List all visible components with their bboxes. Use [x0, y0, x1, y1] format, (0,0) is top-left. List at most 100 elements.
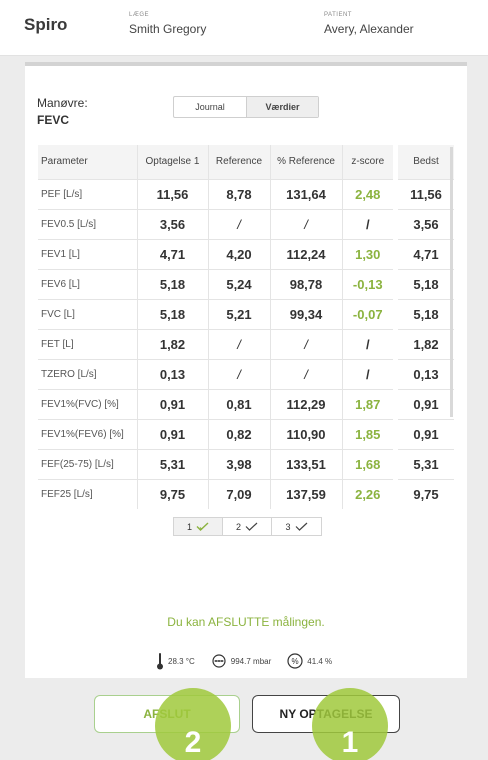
recording-cell: 0,13: [137, 358, 209, 389]
table-row: FEV1%(FVC) [%] 0,91 0,81 112,29 1,87: [38, 388, 393, 419]
svg-text:%: %: [292, 657, 299, 666]
table-row: FVC [L] 5,18 5,21 99,34 -0,07: [38, 298, 393, 329]
percent-cell: 112,24: [270, 238, 343, 269]
header-reference: Reference: [208, 145, 271, 179]
recording-cell: 0,91: [137, 388, 209, 419]
percent-cell: 131,64: [270, 178, 343, 209]
best-cell: 11,56: [398, 178, 454, 209]
z-score-cell: /: [342, 358, 393, 389]
recording-cell: 5,31: [137, 448, 209, 479]
environment-readings: 28.3 °C 994.7 mbar % 41.4 %: [156, 652, 332, 670]
parameter-cell: FVC [L]: [38, 298, 138, 329]
parameter-cell: TZERO [L/s]: [38, 358, 138, 389]
results-table: Parameter Optagelse 1 Reference % Refere…: [38, 145, 393, 509]
check-icon: [245, 522, 258, 531]
step-badge-new-recording: 1: [312, 688, 388, 760]
values-tab[interactable]: Værdier: [246, 97, 318, 117]
reference-cell: /: [208, 358, 271, 389]
reference-cell: 8,78: [208, 178, 271, 209]
page-number: 2: [235, 521, 241, 532]
journal-tab[interactable]: Journal: [195, 102, 225, 112]
page-number: 1: [186, 521, 192, 532]
patient-info: PATIENT Avery, Alexander: [324, 12, 414, 36]
z-score-cell: 2,48: [342, 178, 393, 209]
percent-cell: /: [270, 208, 343, 239]
z-score-cell: -0,13: [342, 268, 393, 299]
parameter-cell: FEF25 [L/s]: [38, 478, 138, 509]
best-cell: 5,18: [398, 268, 454, 299]
z-score-cell: 1,87: [342, 388, 393, 419]
recording-page-2[interactable]: 2: [223, 518, 272, 535]
recording-cell: 4,71: [137, 238, 209, 269]
maneuver-value: FEVC: [37, 113, 70, 127]
recording-page-3[interactable]: 3: [272, 518, 321, 535]
reference-cell: /: [208, 328, 271, 359]
header-z-score: z-score: [342, 145, 393, 179]
header-best: Bedst: [398, 145, 454, 179]
best-cell: 1,82: [398, 328, 454, 359]
doctor-name: Smith Gregory: [129, 22, 207, 36]
parameter-cell: FEV1%(FEV6) [%]: [38, 418, 138, 449]
header-recording: Optagelse 1: [137, 145, 209, 179]
table-row: FEV6 [L] 5,18 5,24 98,78 -0,13: [38, 268, 393, 299]
table-header-row: Parameter Optagelse 1 Reference % Refere…: [38, 145, 393, 179]
percent-cell: 137,59: [270, 478, 343, 509]
step-badge-finish: 2: [155, 688, 231, 760]
barometer-icon: [212, 654, 226, 668]
patient-name: Avery, Alexander: [324, 22, 414, 36]
best-values-table: Bedst 11,56 3,56 4,71 5,18 5,18 1,82 0,1…: [398, 145, 454, 509]
z-score-cell: /: [342, 328, 393, 359]
percent-cell: 133,51: [270, 448, 343, 479]
z-score-cell: 1,85: [342, 418, 393, 449]
table-row: FEV1 [L] 4,71 4,20 112,24 1,30: [38, 238, 393, 269]
reference-cell: 0,81: [208, 388, 271, 419]
page-number: 3: [285, 521, 291, 532]
reference-cell: 5,24: [208, 268, 271, 299]
table-row: FEF(25-75) [L/s] 5,31 3,98 133,51 1,68: [38, 448, 393, 479]
table-row: FET [L] 1,82 / / /: [38, 328, 393, 359]
parameter-cell: FEF(25-75) [L/s]: [38, 448, 138, 479]
recording-pager: 1 2 3: [173, 517, 322, 536]
table-row: FEF25 [L/s] 9,75 7,09 137,59 2,26: [38, 478, 393, 509]
reference-cell: 3,98: [208, 448, 271, 479]
table-row: PEF [L/s] 11,56 8,78 131,64 2,48: [38, 178, 393, 209]
percent-cell: 99,34: [270, 298, 343, 329]
app-header: Spiro LÆGE Smith Gregory PATIENT Avery, …: [0, 0, 488, 56]
check-icon: [295, 522, 307, 531]
parameter-cell: FEV1 [L]: [38, 238, 138, 269]
pressure-value: 994.7 mbar: [230, 656, 272, 666]
table-row: FEV1%(FEV6) [%] 0,91 0,82 110,90 1,85: [38, 418, 393, 449]
best-cell: 0,91: [398, 418, 454, 449]
header-percent-reference: % Reference: [270, 145, 343, 179]
parameter-cell: PEF [L/s]: [38, 178, 138, 209]
view-toggle: Journal Værdier: [173, 96, 319, 118]
table-scrollbar[interactable]: [450, 147, 453, 417]
doctor-caption: LÆGE: [129, 12, 150, 18]
thermometer-icon: [157, 653, 163, 670]
percent-cell: /: [270, 358, 343, 389]
recording-cell: 9,75: [137, 478, 209, 509]
results-card: Manøvre: FEVC Journal Værdier Parameter …: [25, 62, 467, 678]
finish-message: Du kan AFSLUTTE målingen.: [167, 615, 325, 629]
best-cell: 5,18: [398, 298, 454, 329]
z-score-cell: -0,07: [342, 298, 393, 329]
recording-cell: 11,56: [137, 178, 209, 209]
recording-cell: 5,18: [137, 298, 209, 329]
recording-page-1[interactable]: 1: [174, 518, 223, 535]
maneuver-label: Manøvre:: [37, 96, 88, 110]
humidity-icon: %: [287, 653, 303, 669]
z-score-cell: 1,68: [342, 448, 393, 479]
best-cell: 0,13: [398, 358, 454, 389]
parameter-cell: FEV0.5 [L/s]: [38, 208, 138, 239]
z-score-cell: 2,26: [342, 478, 393, 509]
reference-cell: /: [208, 208, 271, 239]
best-cell: 4,71: [398, 238, 454, 269]
table-row: FEV0.5 [L/s] 3,56 / / /: [38, 208, 393, 239]
parameter-cell: FET [L]: [38, 328, 138, 359]
percent-cell: 98,78: [270, 268, 343, 299]
best-cell: 5,31: [398, 448, 454, 479]
best-cell: 9,75: [398, 478, 454, 509]
header-parameter: Parameter: [38, 145, 138, 179]
recording-cell: 3,56: [137, 208, 209, 239]
reference-cell: 5,21: [208, 298, 271, 329]
